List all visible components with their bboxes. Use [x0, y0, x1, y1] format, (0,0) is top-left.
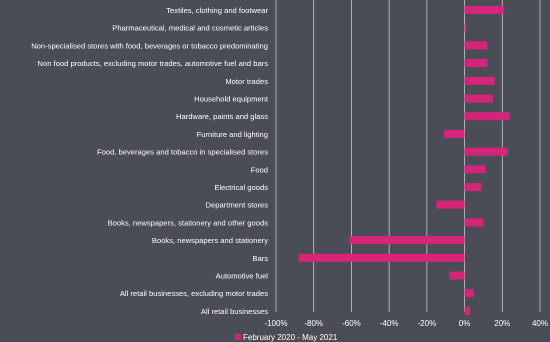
bar [349, 236, 465, 245]
bar [464, 76, 495, 85]
category-label: Books, newspapers and stationery [152, 236, 268, 245]
category-label: Food [251, 165, 268, 174]
x-tick-label: -40% [380, 319, 399, 328]
bar [464, 112, 510, 121]
category-label: Pharmaceutical, medical and cosmetic art… [112, 24, 268, 33]
x-tick-label: -100% [264, 319, 287, 328]
x-tick-label: -60% [342, 319, 361, 328]
category-label: All retail businesses, excluding motor t… [120, 289, 268, 298]
bars [298, 6, 510, 315]
category-label: All retail businesses [201, 307, 268, 316]
category-label: Hardware, paints and glass [176, 112, 268, 121]
category-label: Non food products, excluding motor trade… [38, 59, 269, 68]
x-tick-label: -20% [418, 319, 437, 328]
legend: February 2020 - May 2021 [235, 333, 338, 342]
bar [298, 253, 465, 262]
bar [449, 271, 465, 280]
bar [443, 129, 465, 138]
bar [464, 289, 474, 298]
category-labels: Textiles, clothing and footwear Pharmaceu… [31, 6, 269, 316]
category-label: Textiles, clothing and footwear [166, 6, 268, 15]
category-label: Books, newspapers, stationery and other … [108, 218, 269, 227]
bar [464, 41, 488, 50]
legend-label: February 2020 - May 2021 [243, 333, 338, 342]
x-tick-label: 20% [494, 319, 510, 328]
category-label: Electrical goods [214, 183, 268, 192]
x-tick-label: -80% [304, 319, 323, 328]
legend-swatch [235, 334, 241, 340]
x-axis-tick-labels: -100% -80% -60% -40% -20% 0% 20% 40% [264, 319, 548, 328]
category-label: Motor trades [225, 77, 268, 86]
x-tick-label: 40% [532, 319, 548, 328]
gridlines [275, 0, 541, 312]
category-label: Non-specialised stores with food, bevera… [31, 41, 268, 50]
bar [464, 183, 482, 191]
category-label: Household equipment [194, 95, 269, 104]
category-label: Department stores [206, 201, 269, 210]
bar [464, 147, 508, 156]
bar [464, 59, 488, 68]
category-label: Food, beverages and tobacco in specialis… [97, 148, 268, 157]
bar [464, 23, 467, 32]
x-tick-label: 0% [459, 319, 471, 328]
category-label: Bars [252, 254, 268, 263]
bar [464, 165, 486, 174]
bar [436, 200, 465, 209]
bar [464, 94, 493, 103]
category-label: Automotive fuel [216, 272, 269, 281]
bar [464, 6, 505, 14]
bar [464, 218, 484, 227]
category-label: Furniture and lighting [197, 130, 268, 139]
bar [464, 306, 471, 315]
